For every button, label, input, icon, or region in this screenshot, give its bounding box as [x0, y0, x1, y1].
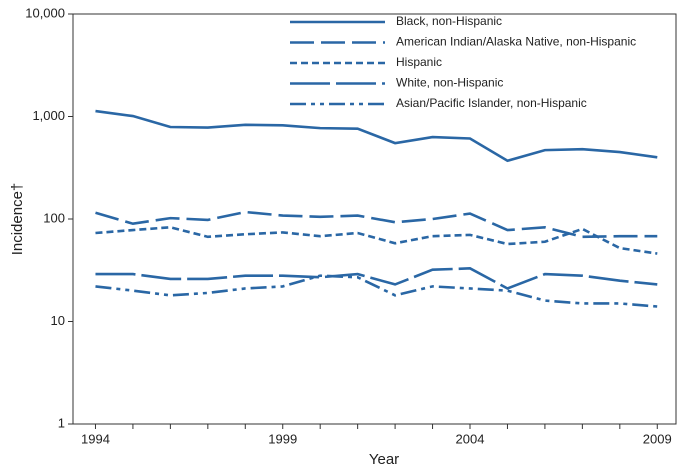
- legend-label: American Indian/Alaska Native, non-Hispa…: [396, 35, 636, 49]
- series-line: [95, 109, 658, 163]
- x-tick-label: 1999: [268, 431, 297, 446]
- legend-label: White, non-Hispanic: [396, 76, 503, 90]
- y-tick-label: 10,000: [25, 5, 65, 20]
- legend-label: Asian/Pacific Islander, non-Hispanic: [396, 96, 587, 110]
- legend-label: Hispanic: [396, 55, 442, 69]
- series-line: [95, 210, 658, 239]
- x-tick-label: 2004: [456, 431, 485, 446]
- series-line: [95, 267, 658, 290]
- x-tick-label: 2009: [643, 431, 672, 446]
- y-tick-label: 1: [58, 415, 65, 430]
- x-tick-label: 1994: [81, 431, 110, 446]
- y-tick-label: 10: [51, 313, 65, 328]
- y-axis-label: Incidence†: [9, 183, 26, 256]
- series-line: [95, 274, 658, 308]
- x-axis-label: Year: [369, 451, 399, 468]
- y-tick-label: 100: [43, 210, 65, 225]
- legend-label: Black, non-Hispanic: [396, 14, 502, 28]
- series-line: [95, 225, 658, 255]
- y-tick-label: 1,000: [32, 108, 65, 123]
